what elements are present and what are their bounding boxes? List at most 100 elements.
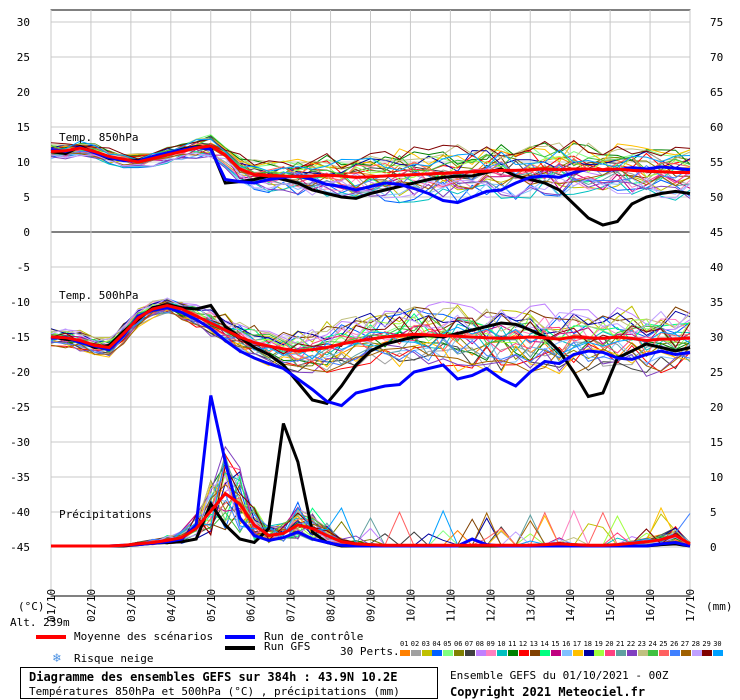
pert-swatch bbox=[572, 650, 583, 656]
pert-swatch bbox=[443, 650, 454, 656]
series-line-t500 bbox=[50, 306, 691, 408]
series-line-precip bbox=[51, 491, 691, 548]
x-tick-label: 05/10 bbox=[205, 589, 218, 622]
x-tick-label: 17/10 bbox=[684, 589, 697, 622]
legend-control-swatch bbox=[225, 635, 255, 639]
pert-number: 11 bbox=[508, 640, 517, 648]
left-tick-label: 25 bbox=[17, 51, 30, 64]
right-tick-label: 30 bbox=[710, 331, 723, 344]
x-tick-label: 10/10 bbox=[404, 589, 417, 622]
pert-number: 25 bbox=[659, 640, 668, 648]
left-axis-unit: (°C) bbox=[18, 600, 45, 613]
pert-swatch bbox=[562, 650, 572, 656]
legend-control-label: Run de contrôle bbox=[264, 630, 364, 643]
pert-swatch bbox=[648, 650, 659, 656]
left-tick-label: 10 bbox=[17, 156, 30, 169]
pert-number: 22 bbox=[626, 640, 636, 648]
main-series-lines bbox=[50, 144, 691, 548]
left-tick-label: -45 bbox=[10, 541, 30, 554]
pert-swatch bbox=[691, 650, 702, 656]
pert-number: 26 bbox=[670, 640, 679, 648]
pert-number: 13 bbox=[529, 640, 539, 648]
pert-number: 06 bbox=[454, 640, 463, 648]
right-tick-label: 60 bbox=[710, 121, 723, 134]
legend-snow-label: Risque neige bbox=[74, 652, 154, 665]
pert-number: 16 bbox=[562, 640, 571, 648]
legend-mean-label: Moyenne des scénarios bbox=[74, 630, 214, 643]
panel-label-precip: Précipitations bbox=[59, 508, 152, 521]
footer-box: Diagramme des ensembles GEFS sur 384h : … bbox=[20, 667, 438, 699]
footer-subtitle: Températures 850hPa et 500hPa (°C) , pré… bbox=[29, 685, 400, 698]
pert-swatch bbox=[680, 650, 691, 656]
x-tick-label: 14/10 bbox=[564, 589, 577, 622]
series-line-t850 bbox=[50, 144, 690, 179]
pert-swatch bbox=[551, 650, 562, 656]
run-info: Ensemble GEFS du 01/10/2021 - 00Z bbox=[450, 669, 669, 682]
altitude-label: Alt. 239m bbox=[10, 616, 70, 629]
right-tick-label: 50 bbox=[710, 191, 723, 204]
x-tick-label: 03/10 bbox=[125, 589, 138, 622]
pert-number: 04 bbox=[432, 640, 441, 648]
right-tick-label: 15 bbox=[710, 436, 723, 449]
right-tick-label: 65 bbox=[710, 86, 723, 99]
perturbation-line bbox=[50, 301, 691, 350]
left-tick-label: -15 bbox=[10, 331, 30, 344]
x-tick-label: 07/10 bbox=[285, 589, 298, 622]
pert-swatch bbox=[486, 650, 497, 656]
left-tick-label: 0 bbox=[23, 226, 30, 239]
pert-number: 19 bbox=[594, 640, 603, 648]
legend-perts-label: 30 Perts. bbox=[340, 645, 400, 658]
right-tick-label: 45 bbox=[710, 226, 723, 239]
x-tick-label: 04/10 bbox=[165, 589, 178, 622]
right-tick-label: 20 bbox=[710, 401, 723, 414]
right-tick-label: 0 bbox=[710, 541, 717, 554]
left-tick-label: -10 bbox=[10, 296, 30, 309]
pert-number: 15 bbox=[551, 640, 560, 648]
x-tick-label: 02/10 bbox=[85, 589, 98, 622]
perturbation-line bbox=[51, 298, 691, 345]
pert-number: 02 bbox=[410, 640, 420, 648]
series-line-t500 bbox=[50, 303, 691, 353]
left-axis-ticks: 30 25 20 15 10 5 0 -5 -10 -15 -20 -25 -30 -35 -40 -45 bbox=[10, 16, 30, 554]
pert-swatch bbox=[508, 650, 518, 656]
footer-title: Diagramme des ensembles GEFS sur 384h : … bbox=[29, 670, 398, 684]
perturbation-line bbox=[50, 138, 691, 172]
pert-number: 08 bbox=[475, 640, 485, 648]
pert-number: 30 bbox=[713, 640, 722, 648]
perturbation-line bbox=[50, 297, 691, 346]
pert-swatch bbox=[605, 650, 616, 656]
pert-swatch bbox=[594, 650, 605, 656]
pert-number: 17 bbox=[572, 640, 582, 648]
pert-number: 10 bbox=[497, 640, 506, 648]
left-tick-label: 15 bbox=[17, 121, 30, 134]
pert-number: 29 bbox=[702, 640, 711, 648]
left-tick-label: 30 bbox=[17, 16, 30, 29]
panel-label-t500: Temp. 500hPa bbox=[59, 289, 138, 302]
pert-number: 21 bbox=[616, 640, 625, 648]
left-tick-label: -25 bbox=[10, 401, 30, 414]
perturbation-line bbox=[50, 138, 691, 169]
right-tick-label: 35 bbox=[710, 296, 723, 309]
pert-number: 18 bbox=[583, 640, 593, 648]
pert-swatch bbox=[616, 650, 626, 656]
left-tick-label: 5 bbox=[23, 191, 30, 204]
left-tick-label: -35 bbox=[10, 471, 30, 484]
pert-number: 23 bbox=[637, 640, 647, 648]
pert-swatch bbox=[670, 650, 680, 656]
pert-swatch bbox=[583, 650, 594, 656]
pert-swatch bbox=[713, 650, 724, 656]
pert-swatch bbox=[497, 650, 508, 656]
pert-number: 09 bbox=[486, 640, 495, 648]
pert-number: 28 bbox=[691, 640, 701, 648]
x-tick-label: 12/10 bbox=[484, 589, 497, 622]
pert-swatch bbox=[432, 650, 443, 656]
right-tick-label: 5 bbox=[710, 506, 717, 519]
legend-gfs-swatch bbox=[225, 646, 255, 650]
left-tick-label: -40 bbox=[10, 506, 30, 519]
pert-number: 27 bbox=[680, 640, 690, 648]
pert-swatch bbox=[410, 650, 421, 656]
x-tick-label: 09/10 bbox=[365, 589, 378, 622]
right-tick-label: 55 bbox=[710, 156, 723, 169]
